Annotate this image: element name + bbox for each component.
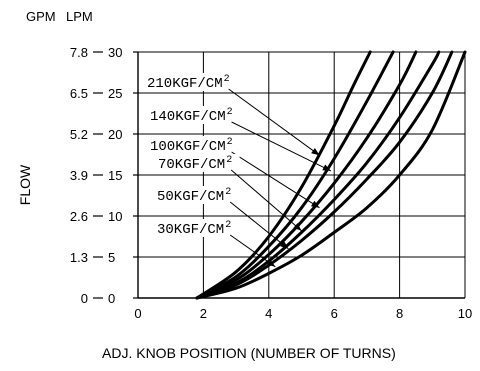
annotation-superscript: 2 — [224, 74, 230, 85]
annotation-backing — [155, 219, 239, 237]
annotation-superscript: 2 — [225, 220, 231, 231]
annotation-backing — [145, 73, 238, 91]
annotation-leader — [229, 201, 289, 250]
annotation-leader — [230, 169, 302, 232]
annotation-arrow — [280, 241, 289, 249]
y-unit-gpm: GPM — [26, 9, 56, 24]
x-tick-label: 2 — [200, 306, 207, 321]
annotation-label: 30KGF/CM — [157, 222, 224, 238]
y-tick-label-lpm: 25 — [108, 86, 122, 101]
y-tick-label-lpm: 0 — [108, 291, 115, 306]
series-line-140kgf-cm — [195, 50, 395, 300]
y-tick-label-gpm: 2.6 — [70, 209, 88, 224]
annotation-140kgf-cm: 140KGF/CM 2 — [148, 106, 332, 172]
annotation-label: 100KGF/CM — [150, 139, 226, 155]
annotation-100kgf-cm: 100KGF/CM 2 — [148, 136, 320, 209]
annotation-arrow — [311, 200, 320, 208]
annotation-70kgf-cm: 70KGF/CM 2 — [156, 154, 302, 232]
annotation-backing — [156, 154, 240, 172]
tick-labels: 0 0 5 1.3 10 2.6 15 3.9 20 5.2 25 6.5 30 7.8 0 2 4 6 8 10 — [70, 45, 472, 321]
series-line-100kgf-cm — [195, 50, 418, 300]
annotation-label: 140KGF/CM — [150, 109, 226, 125]
y-unit-lpm: LPM — [66, 9, 93, 24]
annotation-superscript: 2 — [227, 107, 233, 118]
annotation-leader — [231, 151, 320, 209]
y-axis-label: FLOW — [17, 164, 33, 205]
annotation-arrow — [293, 223, 302, 231]
annotation-leader — [231, 121, 332, 172]
series-line-50kgf-cm — [195, 50, 454, 300]
x-tick-label: 10 — [458, 306, 472, 321]
annotation-arrow — [267, 259, 276, 267]
y-tick-label-gpm: 0 — [81, 291, 88, 306]
series-line-210kgf-cm — [195, 50, 372, 300]
x-tick-label: 6 — [331, 306, 338, 321]
annotation-210kgf-cm: 210KGF/CM 2 — [145, 73, 320, 156]
series-line-30kgf-cm — [195, 50, 467, 300]
annotation-label: 70KGF/CM — [158, 157, 225, 173]
annotation-50kgf-cm: 50KGF/CM 2 — [155, 186, 289, 250]
axes — [93, 51, 465, 299]
series-line-70kgf-cm — [195, 50, 441, 300]
y-tick-label-gpm: 7.8 — [70, 45, 88, 60]
annotation-backing — [148, 136, 241, 154]
y-tick-label-gpm: 3.9 — [70, 168, 88, 183]
grid — [138, 51, 466, 298]
y-tick-label-lpm: 10 — [108, 209, 122, 224]
y-tick-label-lpm: 15 — [108, 168, 122, 183]
x-axis-label: ADJ. KNOB POSITION (NUMBER OF TURNS) — [102, 345, 396, 361]
annotation-leader — [228, 88, 320, 156]
x-tick-label: 0 — [134, 306, 141, 321]
annotation-label: 210KGF/CM — [147, 76, 223, 92]
annotation-backing — [155, 186, 239, 204]
annotation-leader — [229, 234, 276, 268]
x-tick-label: 4 — [265, 306, 272, 321]
series-lines — [195, 50, 467, 300]
annotation-superscript: 2 — [226, 155, 232, 166]
y-tick-label-lpm: 5 — [108, 250, 115, 265]
annotation-arrow — [311, 148, 320, 156]
annotation-arrow — [322, 164, 331, 171]
annotation-30kgf-cm: 30KGF/CM 2 — [155, 219, 276, 268]
y-tick-label-gpm: 1.3 — [70, 250, 88, 265]
x-tick-label: 8 — [396, 306, 403, 321]
y-tick-label-lpm: 20 — [108, 127, 122, 142]
annotation-backing — [148, 106, 241, 124]
annotation-superscript: 2 — [227, 137, 233, 148]
annotation-label: 50KGF/CM — [157, 189, 224, 205]
y-tick-label-gpm: 5.2 — [70, 127, 88, 142]
annotation-superscript: 2 — [225, 187, 231, 198]
y-tick-label-gpm: 6.5 — [70, 86, 88, 101]
y-tick-label-lpm: 30 — [108, 45, 122, 60]
